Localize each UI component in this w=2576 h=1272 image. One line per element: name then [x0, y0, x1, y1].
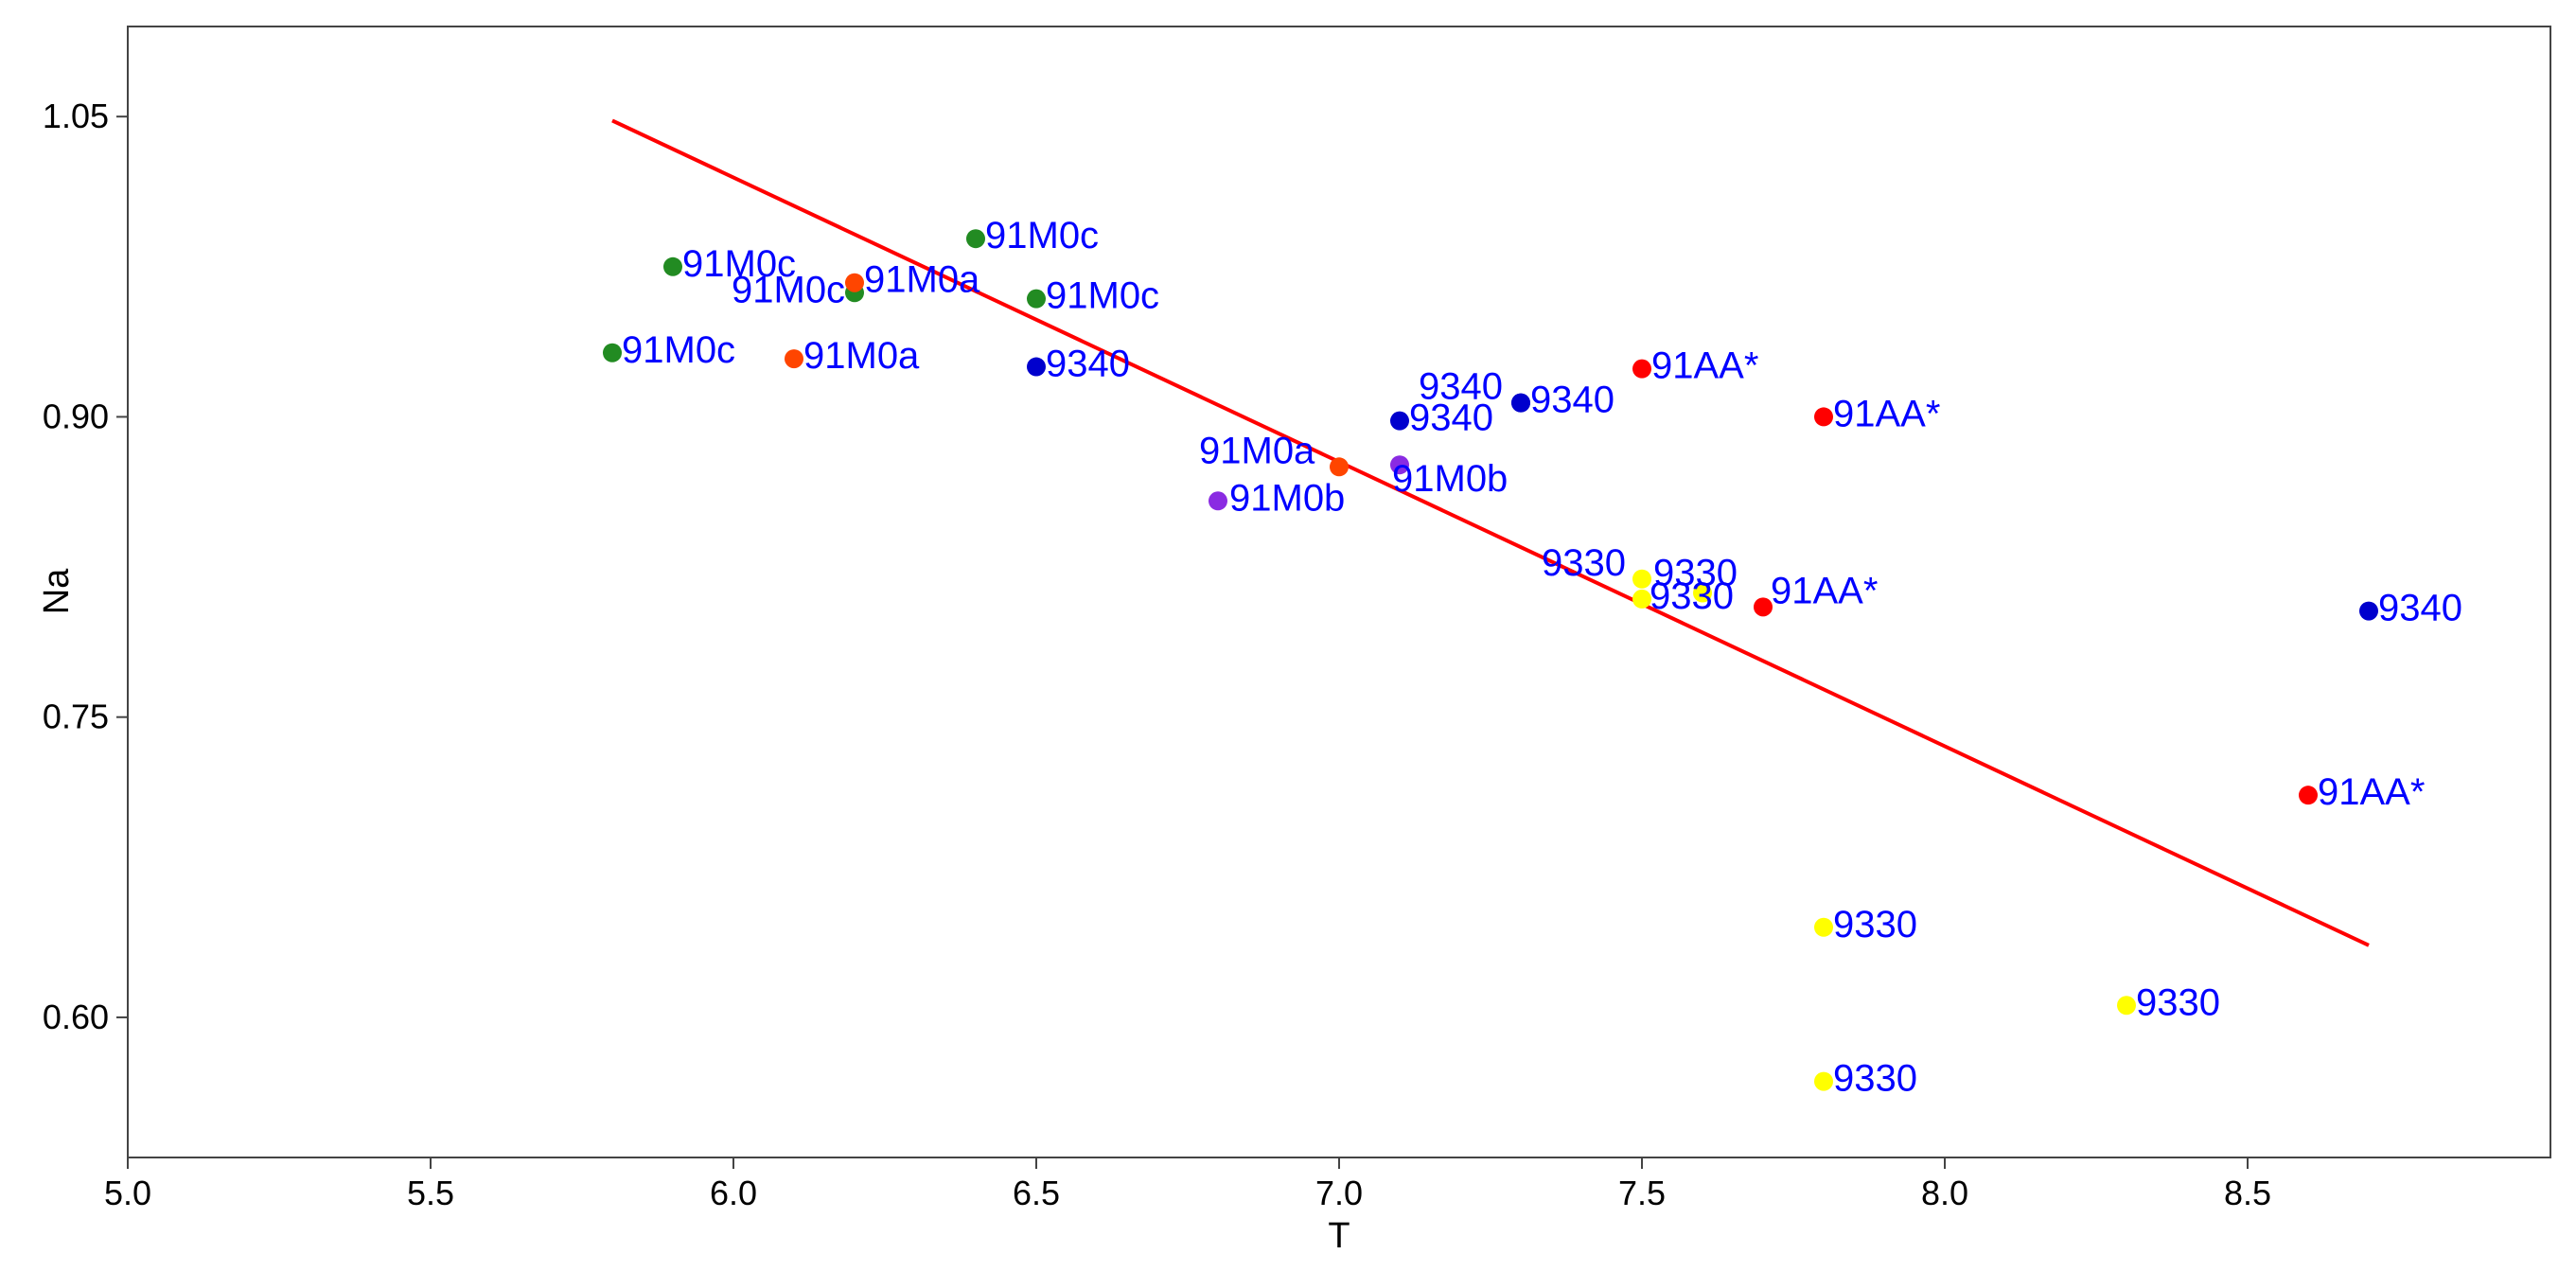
x-tick-label: 7.0: [1315, 1174, 1363, 1212]
y-tick-label: 1.05: [43, 97, 109, 135]
data-point-label: 9330: [1833, 1058, 1917, 1100]
data-point: [845, 273, 864, 292]
data-point-label: 91M0c: [732, 269, 845, 310]
data-point-label: 9330: [1542, 542, 1626, 584]
data-point-label: 91AA*: [1833, 393, 1940, 434]
data-points: [603, 229, 2378, 1091]
data-point-label: 9330: [1650, 575, 1734, 617]
data-point: [1027, 357, 1046, 377]
y-axis-label: Na: [37, 568, 77, 614]
data-point: [1632, 359, 1651, 379]
data-point: [1814, 407, 1833, 427]
data-point: [1209, 491, 1227, 511]
x-axis: 5.0 5.5 6.0 6.5 7.0 7.5 8.0 8.5: [104, 1157, 2271, 1212]
data-point-label: 91M0b: [1229, 477, 1345, 519]
x-tick-label: 6.5: [1013, 1174, 1060, 1212]
data-point: [1390, 411, 1409, 431]
data-point: [1511, 393, 1530, 413]
y-tick-label: 0.75: [43, 698, 109, 736]
data-point-label: 91M0a: [864, 259, 980, 301]
trend-line: [611, 118, 2370, 947]
point-labels: 91M0c91M0c91M0c91M0c91M0c91M0a91M0a91M0a…: [622, 215, 2462, 1099]
data-point: [663, 256, 682, 276]
data-point-label: 91AA*: [1651, 345, 1758, 387]
x-tick-label: 5.5: [407, 1174, 454, 1212]
data-point: [1632, 589, 1651, 609]
x-tick-label: 6.0: [710, 1174, 757, 1212]
data-point: [1632, 569, 1651, 589]
data-point-label: 91M0c: [1046, 275, 1159, 317]
data-point: [785, 349, 803, 369]
data-point: [1027, 289, 1046, 309]
data-point-label: 9340: [2378, 588, 2462, 629]
data-point: [2299, 786, 2318, 805]
data-point: [603, 343, 622, 362]
data-point-label: 91M0b: [1392, 458, 1508, 500]
data-point-label: 9330: [1833, 904, 1917, 945]
y-tick-label: 0.60: [43, 998, 109, 1036]
x-tick-label: 7.5: [1618, 1174, 1666, 1212]
data-point-label: 91M0c: [622, 329, 735, 371]
data-point: [2117, 996, 2136, 1016]
x-tick-label: 5.0: [104, 1174, 151, 1212]
x-tick-label: 8.5: [2224, 1174, 2271, 1212]
data-point-label: 91M0c: [682, 243, 796, 285]
y-tick-label: 0.90: [43, 397, 109, 435]
data-point-label: 91M0c: [985, 215, 1099, 256]
data-point-label: 91AA*: [1771, 570, 1878, 611]
data-point-label: 9340: [1530, 380, 1614, 421]
data-point: [1390, 455, 1409, 475]
x-axis-label: T: [1328, 1216, 1350, 1256]
data-point-label: 91AA*: [2318, 771, 2425, 813]
data-point: [1693, 583, 1712, 603]
data-point-label: 9340: [1046, 344, 1130, 385]
y-axis: 0.60 0.75 0.90 1.05: [43, 97, 128, 1036]
data-point: [1814, 1071, 1833, 1091]
x-tick-label: 8.0: [1921, 1174, 1968, 1212]
data-point-label: 91M0a: [1199, 430, 1315, 471]
data-point-label: 91M0a: [803, 335, 920, 377]
data-point: [1330, 457, 1349, 477]
data-point: [1754, 597, 1773, 617]
data-point-label: 9340: [1419, 366, 1503, 408]
data-point: [966, 229, 985, 249]
data-point: [2359, 601, 2378, 621]
data-point-label: 9340: [1409, 398, 1493, 439]
data-point-label: 9330: [1653, 553, 1738, 594]
data-point: [1814, 917, 1833, 937]
data-point-label: 9330: [2136, 981, 2220, 1023]
